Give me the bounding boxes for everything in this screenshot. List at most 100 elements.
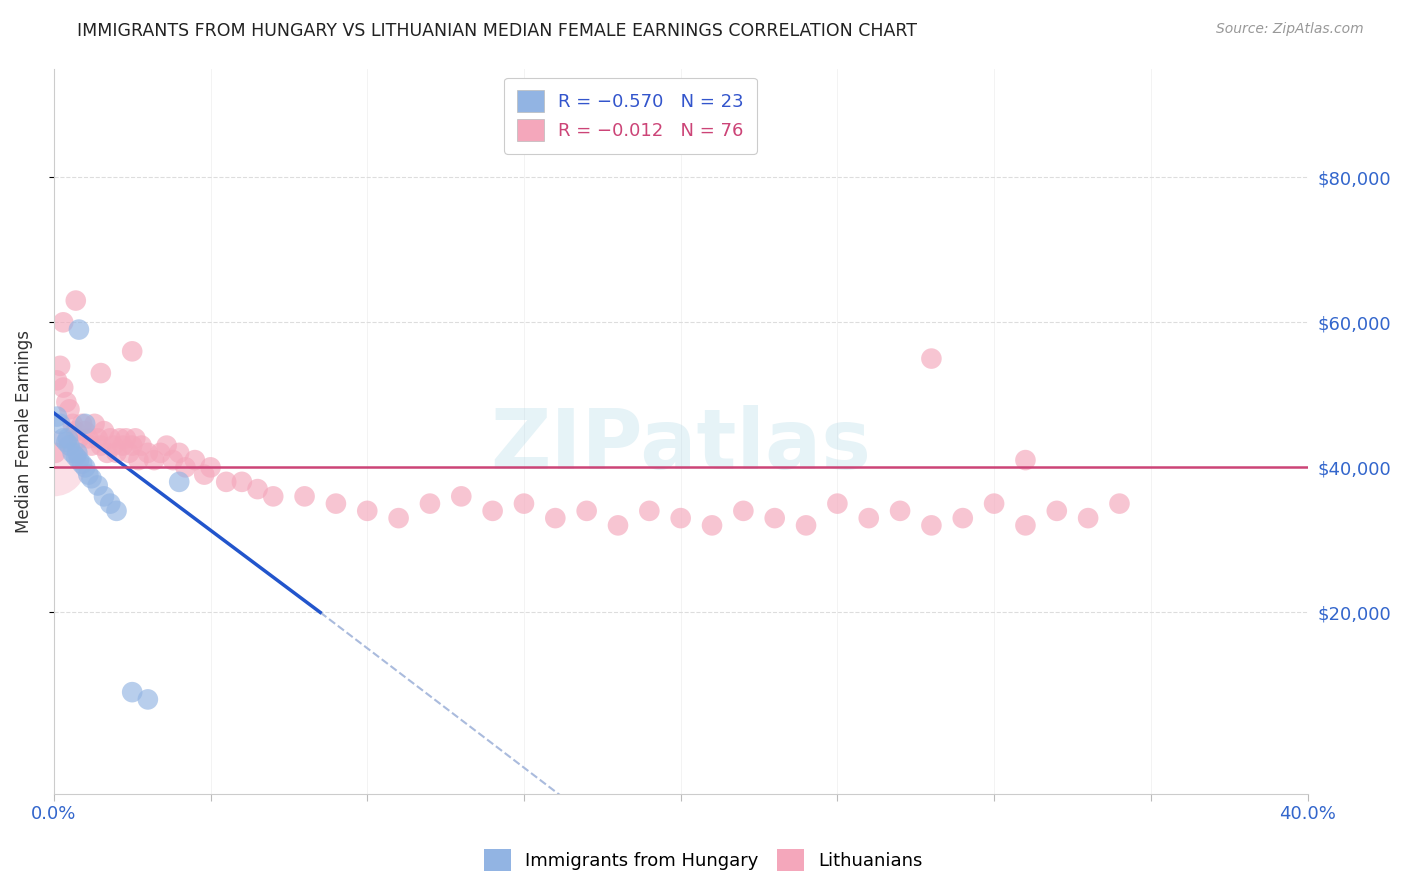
Point [93,424,115,438]
Point [193,467,215,482]
Point [44,446,66,460]
Point [700,518,723,533]
Point [75,460,97,475]
Point [70,457,93,471]
Point [262,489,284,503]
Point [77,431,100,445]
Point [167,475,190,489]
Point [1108,497,1130,511]
Point [108,431,131,445]
Point [86,478,108,492]
Point [52,315,75,329]
Point [1014,453,1036,467]
Point [98,431,121,445]
Point [889,504,911,518]
Point [149,446,172,460]
Point [121,439,143,453]
Point [111,439,134,453]
Point [481,504,503,518]
Point [103,439,125,453]
Point [70,417,93,431]
Point [65,450,87,464]
Point [544,511,567,525]
Point [983,497,1005,511]
Point [136,692,159,706]
Text: IMMIGRANTS FROM HUNGARY VS LITHUANIAN MEDIAN FEMALE EARNINGS CORRELATION CHART: IMMIGRANTS FROM HUNGARY VS LITHUANIAN ME… [77,22,917,40]
Legend: R = −0.570   N = 23, R = −0.012   N = 76: R = −0.570 N = 23, R = −0.012 N = 76 [505,78,756,154]
Point [58,439,80,453]
Legend: Immigrants from Hungary, Lithuanians: Immigrants from Hungary, Lithuanians [477,842,929,879]
Point [794,518,817,533]
Point [62,446,84,460]
Point [105,446,128,460]
Point [118,446,141,460]
Point [575,504,598,518]
Point [86,431,108,445]
Point [763,511,786,525]
Point [294,489,316,503]
Point [920,351,942,366]
Point [90,439,112,453]
Point [105,504,128,518]
Point [215,475,238,489]
Point [58,402,80,417]
Point [80,439,103,453]
Text: ZIPatlas: ZIPatlas [491,405,872,486]
Point [67,431,90,445]
Y-axis label: Median Female Earnings: Median Female Earnings [15,330,32,533]
Point [952,511,974,525]
Point [131,439,153,453]
Text: Source: ZipAtlas.com: Source: ZipAtlas.com [1216,22,1364,37]
Point [77,467,100,482]
Point [162,453,184,467]
Point [67,322,90,336]
Point [450,489,472,503]
Point [156,439,179,453]
Point [325,497,347,511]
Point [124,431,146,445]
Point [200,460,222,475]
Point [121,685,143,699]
Point [75,417,97,431]
Point [858,511,880,525]
Point [184,453,207,467]
Point [669,511,692,525]
Point [52,431,75,445]
Point [356,504,378,518]
Point [607,518,630,533]
Point [1077,511,1099,525]
Point [920,518,942,533]
Point [231,475,253,489]
Point [56,431,79,445]
Point [90,366,112,380]
Point [419,497,441,511]
Point [93,489,115,503]
Point [96,446,118,460]
Point [49,359,72,373]
Point [42,457,65,471]
Point [83,417,105,431]
Point [49,417,72,431]
Point [513,497,536,511]
Point [80,471,103,485]
Point [827,497,849,511]
Point [75,424,97,438]
Point [55,434,77,449]
Point [246,482,269,496]
Point [174,460,197,475]
Point [638,504,661,518]
Point [115,431,138,445]
Point [67,453,90,467]
Point [46,409,69,424]
Point [121,344,143,359]
Point [733,504,755,518]
Point [66,446,89,460]
Point [65,424,87,438]
Point [62,417,84,431]
Point [98,497,121,511]
Point [1014,518,1036,533]
Point [46,373,69,387]
Point [1046,504,1069,518]
Point [143,453,166,467]
Point [55,395,77,409]
